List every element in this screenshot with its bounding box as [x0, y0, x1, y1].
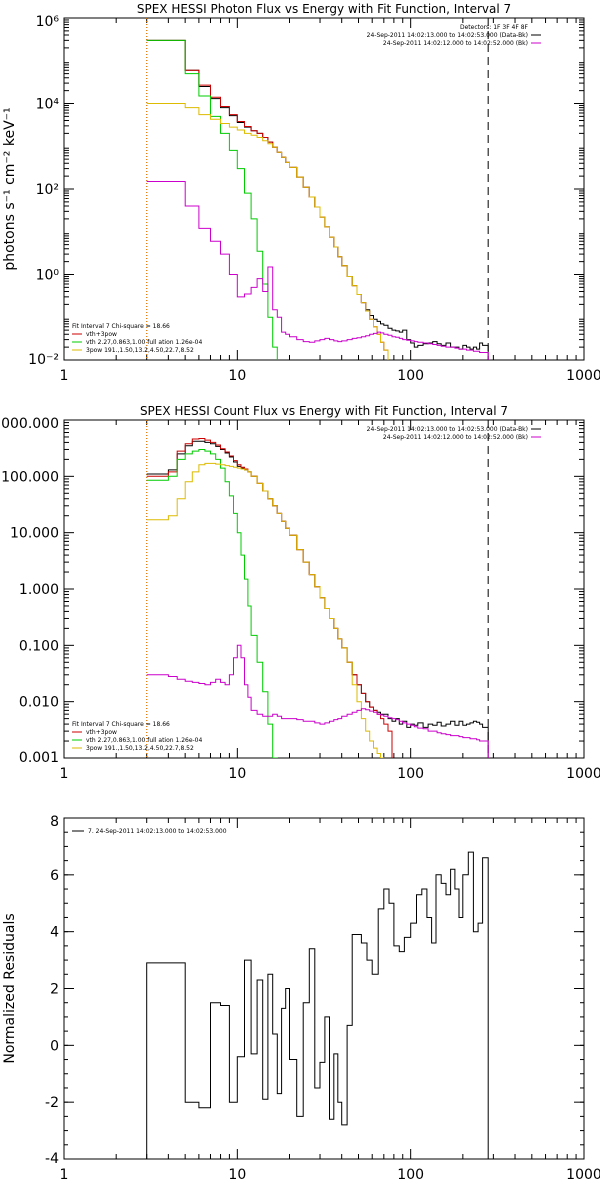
- y-tick-label: 4: [50, 925, 59, 941]
- x-tick-label: 1000: [566, 368, 600, 384]
- x-tick-label: 100: [397, 1167, 424, 1183]
- legend-left-header: Fit Interval 7 Chi-square = 18.66: [72, 323, 170, 330]
- y-tick-label: 100.000: [1, 469, 59, 485]
- y-tick-label: 1.000: [19, 582, 59, 598]
- legend-left-label: 3pow 191.,1.50,13.2,4.50,22.7,8.52: [86, 347, 194, 354]
- y-tick-label: -4: [45, 1151, 59, 1167]
- x-tick-label: 1: [60, 1167, 69, 1183]
- legend-left-label: vth 2.27,0.863,1.00 full ation 1.26e-04: [86, 339, 202, 346]
- legend-right-label: 24-Sep-2011 14:02:12.000 to 14:02:52.000…: [383, 434, 528, 441]
- x-tick-label: 10: [228, 368, 246, 384]
- legend-left-label: vth+3pow: [86, 729, 117, 736]
- series-line-4: [146, 103, 389, 360]
- legend-right-header: Detectors: 1F 3F 4F 8F: [460, 24, 529, 31]
- x-tick-label: 1: [60, 368, 69, 384]
- series-line-1: [146, 440, 489, 758]
- y-tick-label: 0.100: [19, 638, 59, 654]
- x-tick-label: 10: [228, 1167, 246, 1183]
- y-axis-label: Normalized Residuals: [2, 913, 18, 1063]
- plot-frame: [63, 419, 585, 759]
- y-tick-label: 8: [50, 814, 59, 830]
- series-line-3: [146, 449, 278, 758]
- series-line-2: [146, 39, 389, 360]
- y-axis-label: photons s⁻¹ cm⁻² keV⁻¹: [2, 107, 18, 270]
- chart-panel-3: 1 10 100 1000 -4 -2 0 2 4 6 8 Normalized Residuals 7…: [2, 814, 600, 1183]
- y-tick-label: 0.001: [19, 750, 59, 766]
- chart-panel-1: 1 10 100 1000 10⁻² 10⁰ 10² 10⁴ 10⁶ SPEX HESSI Pho…: [2, 2, 600, 384]
- series-line-4: [146, 462, 385, 758]
- series-line-1: [146, 851, 489, 1159]
- y-tick-label: -2: [45, 1095, 59, 1111]
- series-line-5: [146, 181, 489, 360]
- x-tick-label: 1000: [566, 1167, 600, 1183]
- plot-frame: [63, 817, 585, 1160]
- series-line-2: [146, 438, 393, 758]
- y-tick-label: 1000.000: [0, 416, 59, 432]
- y-tick-label: 10⁰: [36, 268, 60, 284]
- y-tick-label: 10⁶: [36, 14, 60, 30]
- chart-panel-2: 1 10 100 1000 0.001 0.010 0.100 1.000 10.000 100.…: [0, 404, 600, 782]
- legend-left-label: vth+3pow: [86, 331, 117, 338]
- y-tick-label: 10⁻²: [28, 352, 59, 368]
- plot-area: [146, 18, 489, 360]
- plot-area: [146, 420, 489, 758]
- legend-right-label: 24-Sep-2011 14:02:12.000 to 14:02:52.000…: [383, 40, 528, 47]
- x-tick-label: 100: [397, 368, 424, 384]
- series-line-5: [146, 644, 489, 758]
- x-tick-label: 10: [228, 766, 246, 782]
- x-tick-label: 1: [60, 766, 69, 782]
- y-tick-label: 6: [50, 868, 59, 884]
- y-tick-label: 0.010: [19, 695, 59, 711]
- y-tick-label: 10.000: [10, 526, 59, 542]
- series-line-1: [146, 39, 489, 360]
- series-line-3: [146, 39, 278, 360]
- legend-right-label: 24-Sep-2011 14:02:13.000 to 14:02:53.000…: [367, 426, 528, 433]
- plot-area: [146, 851, 489, 1159]
- legend-left-label: vth 2.27,0.863,1.00 full ation 1.26e-04: [86, 737, 202, 744]
- legend-left-label: 7. 24-Sep-2011 14:02:13.000 to 14:02:53.…: [88, 828, 227, 835]
- x-tick-label: 100: [397, 766, 424, 782]
- legend-left-label: 3pow 191.,1.50,13.2,4.50,22.7,8.52: [86, 745, 194, 752]
- y-tick-label: 10²: [36, 182, 59, 198]
- plot-frame: [63, 17, 585, 361]
- chart-title: SPEX HESSI Photon Flux vs Energy with Fi…: [137, 2, 511, 16]
- legend-left-header: Fit Interval 7 Chi-square = 18.66: [72, 721, 170, 728]
- chart-title: SPEX HESSI Count Flux vs Energy with Fit…: [140, 404, 508, 418]
- y-tick-label: 10⁴: [36, 97, 60, 113]
- x-tick-label: 1000: [566, 766, 600, 782]
- legend-right-label: 24-Sep-2011 14:02:13.000 to 14:02:53.000…: [367, 32, 528, 39]
- y-tick-label: 2: [50, 982, 59, 998]
- y-tick-label: 0: [50, 1038, 59, 1054]
